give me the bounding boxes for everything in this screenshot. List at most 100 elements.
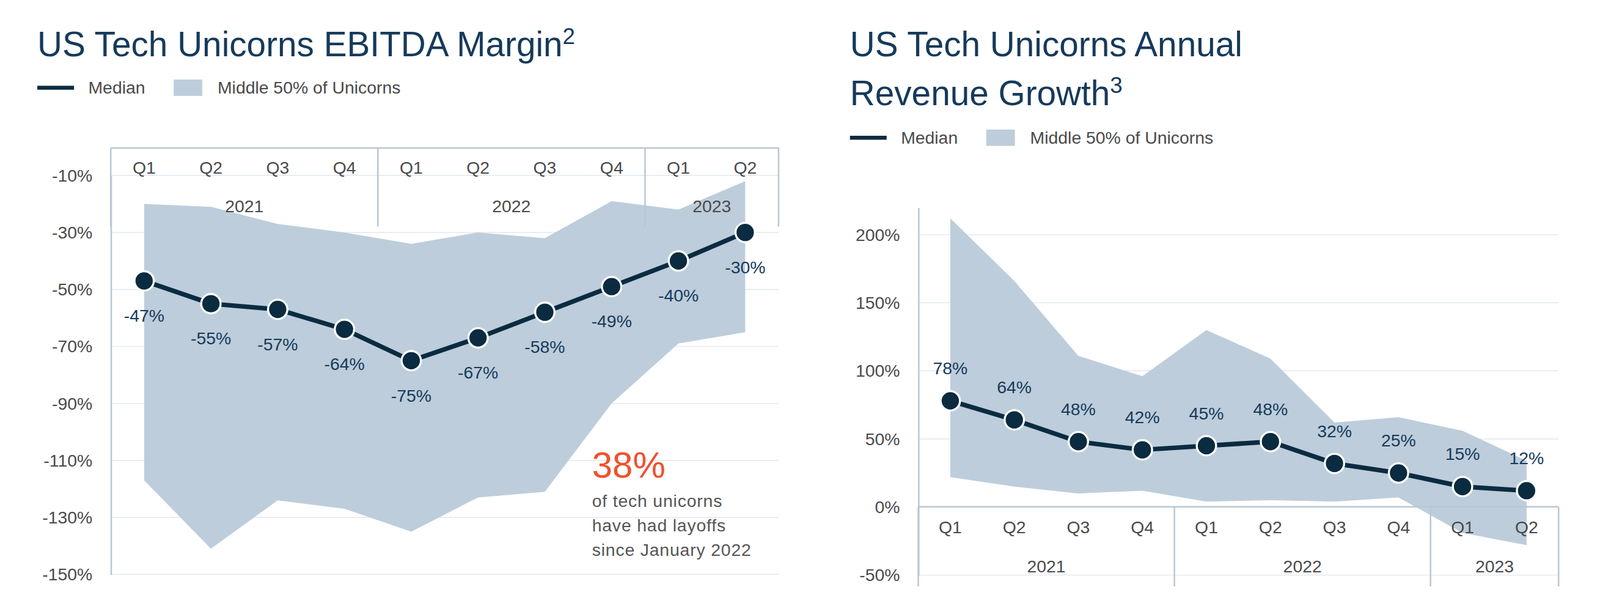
median-point [1260, 431, 1281, 452]
header-divider [110, 147, 112, 227]
year-label: 2021 [224, 196, 264, 216]
data-labels: -47%-55%-57%-64%-75%-67%-58%-49%-40%-30% [124, 257, 766, 406]
legend-label: Middle 50% of Unicorns [217, 77, 401, 98]
annotation: 38%of tech unicornshave had layoffssince… [592, 444, 752, 560]
data-label: 45% [1189, 403, 1225, 423]
y-tick: -110% [43, 450, 111, 470]
data-label: 48% [1060, 399, 1096, 419]
legend: Median Middle 50% of Unicorns [850, 127, 1214, 148]
y-tick: 50% [865, 429, 919, 449]
x-tick-label: Q1 [1450, 517, 1475, 537]
x-tick-label: Q2 [466, 157, 490, 178]
data-label: -67% [457, 362, 499, 382]
legend-symbol [986, 129, 1016, 147]
median-point [1388, 463, 1409, 483]
y-axis-line [110, 176, 113, 575]
y-tick-label: -150% [42, 564, 93, 584]
year-label: 2022 [1283, 556, 1322, 576]
median-point [1452, 476, 1473, 497]
x-tick-label: Q1 [1194, 517, 1219, 537]
y-tick: -10% [51, 165, 111, 186]
title-text: Revenue Growth [850, 73, 1111, 113]
data-label: 48% [1252, 399, 1288, 419]
y-tick: -90% [51, 393, 111, 414]
data-label: -40% [658, 285, 699, 305]
median-point [1004, 410, 1025, 430]
year-label: 2022 [491, 196, 531, 216]
header-divider [1173, 506, 1176, 587]
year-label: 2023 [692, 196, 731, 216]
legend-symbol [173, 79, 203, 96]
chart-title: Revenue Growth3 [850, 72, 1123, 113]
y-tick-label: -50% [51, 279, 93, 299]
y-tick-label: 100% [855, 360, 901, 381]
header-divider [917, 506, 920, 587]
header-divider [777, 147, 780, 227]
data-label: -58% [524, 336, 565, 357]
x-tick-label: Q4 [1130, 517, 1154, 537]
x-tick-label: Q1 [399, 157, 423, 178]
data-label: 15% [1445, 443, 1481, 464]
median-point [668, 251, 689, 271]
grid [110, 175, 779, 574]
data-label: -30% [724, 257, 766, 277]
header-divider [1557, 506, 1560, 587]
band-area [144, 180, 745, 549]
median-point [401, 350, 422, 371]
plot-areas [144, 180, 745, 549]
header-frame [110, 147, 779, 150]
x-tick-label: Q3 [1323, 517, 1347, 537]
y-tick-label: 0% [874, 496, 900, 517]
grid-line [918, 234, 1560, 236]
title-text: US Tech Unicorns Annual [850, 25, 1243, 64]
y-tick-label: 50% [865, 429, 901, 449]
header-divider [644, 147, 646, 227]
plot-lines [134, 222, 755, 370]
annotation-highlight: 38% [592, 444, 666, 486]
x-tick-label: Q4 [333, 157, 357, 178]
y-tick-label: -50% [859, 564, 900, 585]
legend-symbol [37, 85, 74, 90]
header-divider [377, 147, 379, 227]
median-point [1324, 453, 1345, 474]
y-tick: -30% [51, 222, 111, 243]
median-point [1196, 435, 1217, 456]
annotation-text: since January 2022 [592, 539, 752, 560]
median-line [950, 400, 1527, 491]
data-label: -47% [124, 305, 165, 326]
x-tick-label: Q3 [533, 157, 557, 178]
data-label: -55% [190, 328, 232, 348]
legend-label: Median [88, 77, 145, 98]
x-tick-label: Q2 [1002, 517, 1027, 537]
legend-label: Median [900, 127, 958, 148]
data-labels: 78%64%48%42%45%48%32%25%15%12% [933, 358, 1545, 468]
chart: US Tech Unicorns EBITDA Margin2-10%-30%-… [37, 23, 779, 584]
data-label: 12% [1508, 447, 1544, 468]
y-tick: -130% [42, 507, 111, 527]
data-label: -49% [591, 311, 632, 331]
year-label: 2023 [1475, 556, 1514, 576]
grid-line [110, 573, 779, 575]
x-tick-label: Q4 [600, 157, 624, 178]
y-axis: -50%0%50%100%150%200% [855, 207, 919, 585]
median-point [601, 276, 622, 297]
chart-title: US Tech Unicorns Annual [850, 25, 1243, 64]
data-label: 25% [1381, 430, 1417, 450]
x-tick-label: Q2 [733, 157, 757, 178]
legend-label: Middle 50% of Unicorns [1030, 127, 1214, 148]
y-tick-label: 200% [855, 224, 901, 245]
y-tick-label: -110% [43, 450, 93, 470]
legend-symbol [850, 135, 887, 140]
data-label: -57% [257, 334, 298, 354]
header-divider [1429, 506, 1432, 587]
data-label: -75% [391, 385, 432, 406]
y-tick: -50% [51, 279, 111, 299]
y-tick: -50% [859, 564, 918, 585]
x-tick-label: Q4 [1386, 517, 1410, 537]
median-line [144, 232, 745, 361]
median-point [268, 299, 288, 320]
y-tick: 200% [855, 224, 919, 245]
y-tick-label: -130% [42, 507, 93, 527]
x-tick-label: Q1 [132, 157, 156, 178]
data-label: 42% [1125, 407, 1160, 427]
